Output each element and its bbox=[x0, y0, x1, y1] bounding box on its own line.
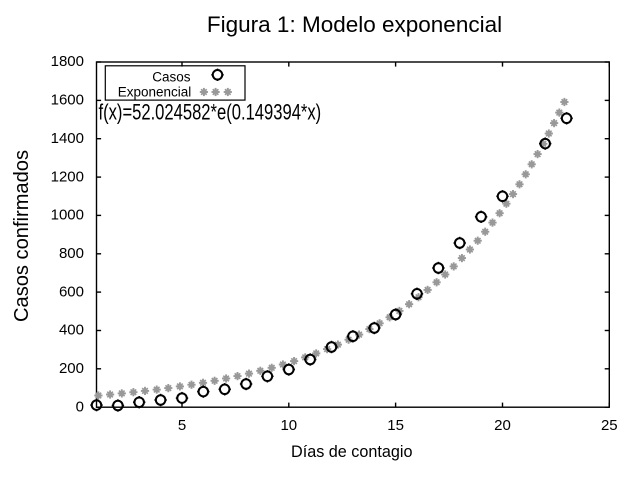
svg-text:25: 25 bbox=[601, 417, 618, 434]
svg-text:200: 200 bbox=[59, 360, 84, 377]
svg-text:0: 0 bbox=[76, 398, 84, 415]
svg-text:Casos: Casos bbox=[152, 69, 191, 84]
svg-text:1000: 1000 bbox=[51, 207, 84, 224]
svg-text:800: 800 bbox=[59, 245, 84, 262]
svg-text:Figura 1: Modelo exponencial: Figura 1: Modelo exponencial bbox=[207, 12, 502, 37]
svg-text:1800: 1800 bbox=[51, 53, 84, 70]
svg-text:Casos confirmados: Casos confirmados bbox=[11, 150, 33, 322]
svg-text:Días de contagio: Días de contagio bbox=[291, 443, 413, 461]
svg-text:600: 600 bbox=[59, 283, 84, 300]
svg-text:Exponencial: Exponencial bbox=[118, 84, 192, 99]
svg-text:10: 10 bbox=[280, 417, 297, 434]
svg-text:1200: 1200 bbox=[51, 168, 84, 185]
svg-text:400: 400 bbox=[59, 322, 84, 339]
svg-text:5: 5 bbox=[178, 417, 186, 434]
svg-text:20: 20 bbox=[494, 417, 511, 434]
svg-text:1600: 1600 bbox=[51, 92, 84, 109]
svg-text:1400: 1400 bbox=[51, 130, 84, 147]
svg-text:15: 15 bbox=[387, 417, 404, 434]
svg-text:f(x)=52.024582*e(0.149394*x): f(x)=52.024582*e(0.149394*x) bbox=[98, 100, 321, 125]
